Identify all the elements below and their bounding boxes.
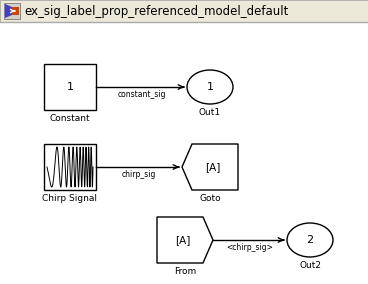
Text: constant_sig: constant_sig bbox=[117, 90, 166, 99]
Text: 2: 2 bbox=[307, 235, 314, 245]
Text: [A]: [A] bbox=[175, 235, 190, 245]
Text: ex_sig_label_prop_referenced_model_default: ex_sig_label_prop_referenced_model_defau… bbox=[24, 5, 289, 18]
Text: 1: 1 bbox=[67, 82, 74, 92]
FancyBboxPatch shape bbox=[44, 64, 96, 110]
FancyBboxPatch shape bbox=[12, 7, 19, 15]
FancyBboxPatch shape bbox=[0, 22, 368, 284]
Text: Out2: Out2 bbox=[299, 261, 321, 270]
Polygon shape bbox=[157, 217, 213, 263]
Polygon shape bbox=[5, 4, 12, 18]
Text: 1: 1 bbox=[206, 82, 213, 92]
FancyBboxPatch shape bbox=[0, 0, 368, 22]
Ellipse shape bbox=[287, 223, 333, 257]
Text: Chirp Signal: Chirp Signal bbox=[42, 194, 98, 203]
Text: Out1: Out1 bbox=[199, 108, 221, 117]
Text: Constant: Constant bbox=[50, 114, 90, 123]
Text: From: From bbox=[174, 267, 196, 276]
Text: Goto: Goto bbox=[199, 194, 221, 203]
FancyBboxPatch shape bbox=[4, 3, 20, 19]
Polygon shape bbox=[182, 144, 238, 190]
Ellipse shape bbox=[187, 70, 233, 104]
Text: <chirp_sig>: <chirp_sig> bbox=[227, 243, 273, 252]
Text: [A]: [A] bbox=[205, 162, 220, 172]
FancyBboxPatch shape bbox=[44, 144, 96, 190]
Text: chirp_sig: chirp_sig bbox=[122, 170, 156, 179]
